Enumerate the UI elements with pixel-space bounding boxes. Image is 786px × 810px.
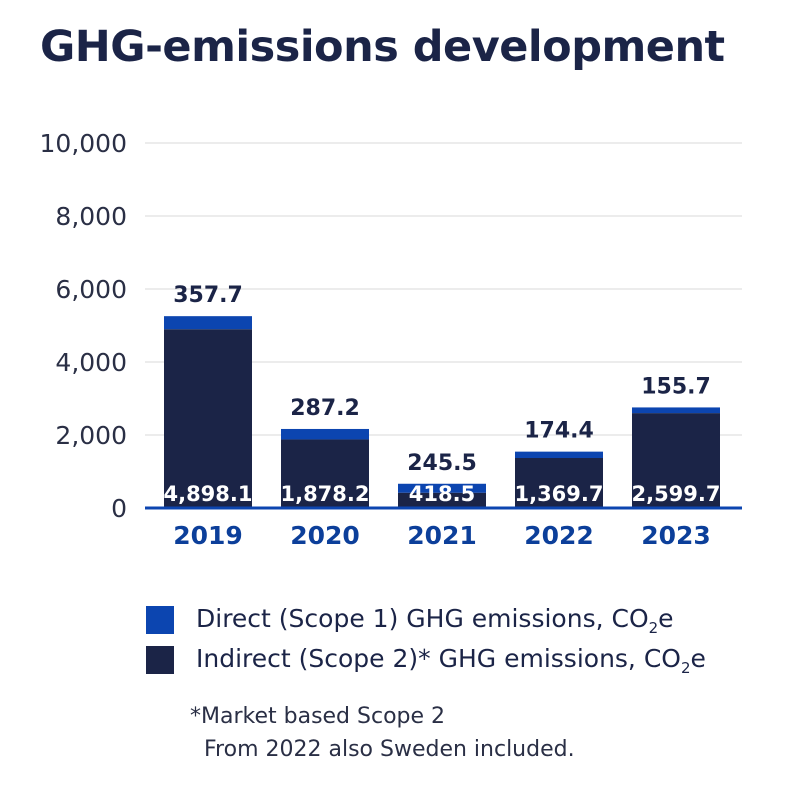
legend-label-indirect: Indirect (Scope 2)* GHG emissions, CO2e: [196, 643, 706, 677]
y-tick-label: 8,000: [55, 202, 127, 231]
data-label-direct: 155.7: [641, 374, 711, 399]
legend-label-direct: Direct (Scope 1) GHG emissions, CO2e: [196, 603, 674, 637]
x-tick-label: 2023: [641, 521, 711, 550]
bar-indirect-2021: [398, 492, 486, 508]
bar-direct-2022: [515, 451, 603, 459]
bar-direct-2021: [398, 483, 486, 493]
x-tick-label: 2021: [407, 521, 477, 550]
x-axis-ticks: 2019 2020 2021 2022 2023: [173, 521, 711, 550]
x-tick-label: 2022: [524, 521, 594, 550]
legend-swatch-direct: [146, 606, 174, 634]
footnote-line-1: *Market based Scope 2: [190, 704, 446, 729]
bar-indirect-2019: [164, 329, 252, 508]
data-label-direct: 174.4: [524, 419, 594, 444]
y-tick-label: 10,000: [40, 129, 127, 158]
bar-indirect-2023: [632, 413, 720, 508]
bar-direct-2020: [281, 428, 369, 440]
data-label-indirect: 1,369.7: [514, 482, 603, 506]
chart-title: GHG-emissions development: [40, 22, 725, 72]
bars: [164, 316, 720, 508]
footnote: *Market based Scope 2 From 2022 also Swe…: [190, 700, 575, 766]
legend-item-indirect: Indirect (Scope 2)* GHG emissions, CO2e: [146, 640, 706, 680]
data-label-indirect: 2,599.7: [631, 482, 720, 506]
bar-chart: 0 2,000 4,000 6,000 8,000 10,000 357.7 4,898.1…: [40, 129, 742, 550]
y-axis-ticks: 0 2,000 4,000 6,000 8,000 10,000: [40, 129, 127, 523]
data-label-indirect: 1,878.2: [280, 482, 369, 506]
data-label-indirect: 4,898.1: [163, 482, 252, 506]
legend: Direct (Scope 1) GHG emissions, CO2e Ind…: [146, 600, 706, 680]
x-tick-label: 2019: [173, 521, 243, 550]
data-label-direct: 357.7: [173, 283, 243, 308]
y-tick-label: 6,000: [55, 275, 127, 304]
y-tick-label: 4,000: [55, 348, 127, 377]
bar-direct-2019: [164, 316, 252, 330]
legend-item-direct: Direct (Scope 1) GHG emissions, CO2e: [146, 600, 706, 640]
data-labels: 357.7 4,898.1 287.2 1,878.2 245.5 418.5 174.4 1…: [163, 283, 720, 506]
data-label-indirect: 418.5: [409, 482, 475, 506]
footnote-line-2: From 2022 also Sweden included.: [204, 737, 575, 762]
y-tick-label: 0: [111, 494, 127, 523]
bar-indirect-2020: [281, 439, 369, 508]
bar-indirect-2022: [515, 458, 603, 508]
data-label-direct: 245.5: [407, 451, 477, 476]
legend-swatch-indirect: [146, 646, 174, 674]
data-label-direct: 287.2: [290, 396, 360, 421]
y-tick-label: 2,000: [55, 421, 127, 450]
x-tick-label: 2020: [290, 521, 360, 550]
bar-direct-2023: [632, 407, 720, 414]
